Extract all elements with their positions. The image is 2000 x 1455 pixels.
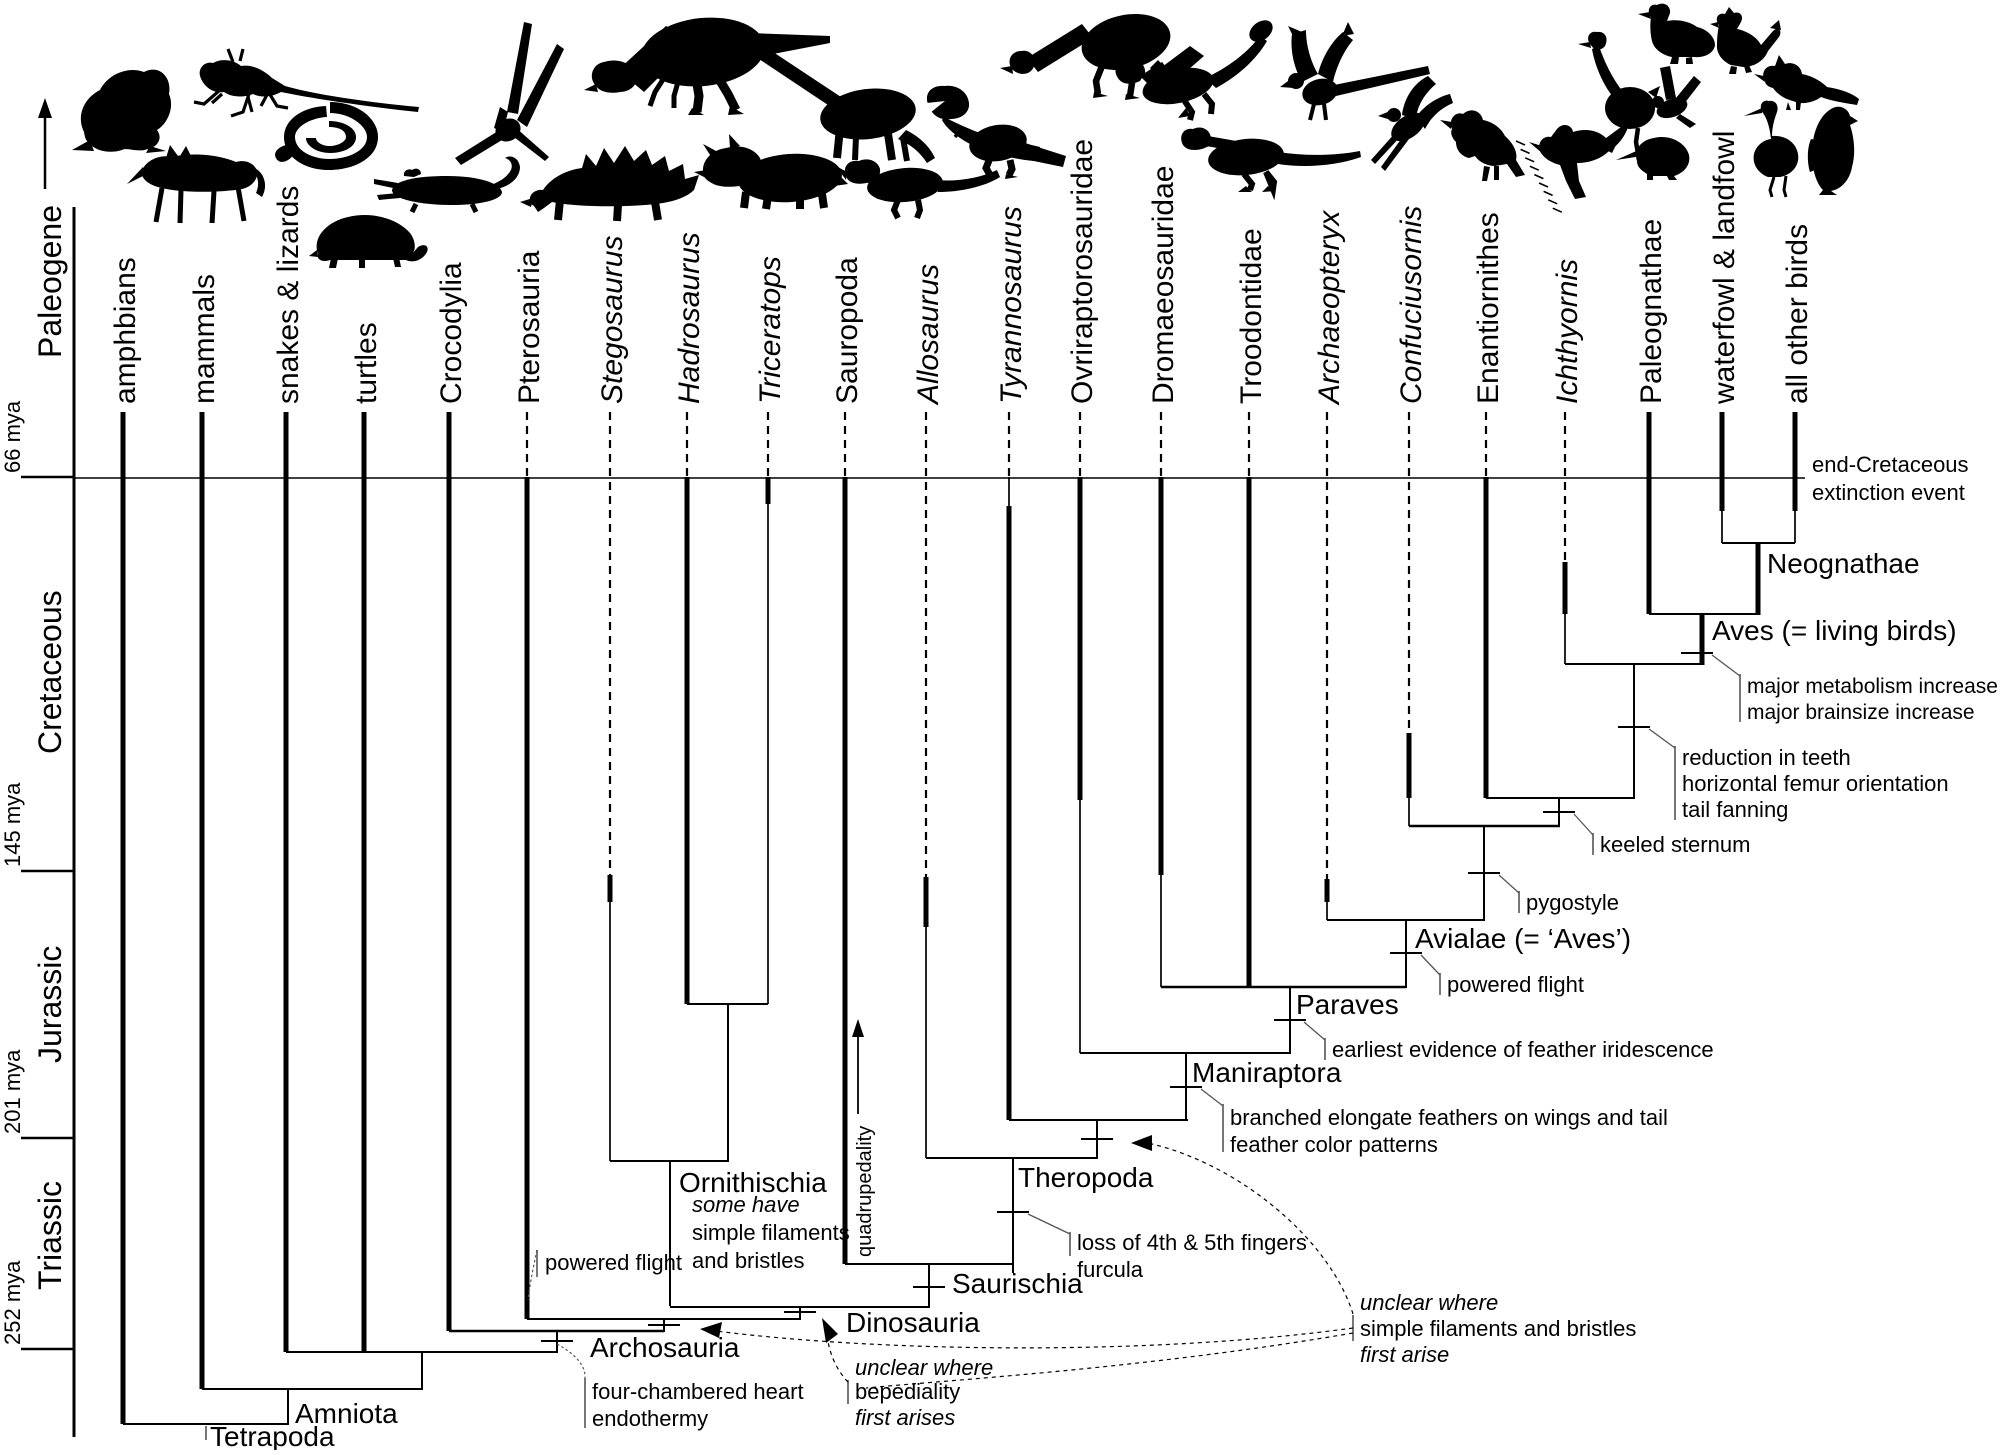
svg-text:earliest evidence of feather i: earliest evidence of feather iridescence (1332, 1037, 1714, 1062)
svg-text:keeled sternum: keeled sternum (1600, 832, 1750, 857)
svg-text:Ornithischia: Ornithischia (679, 1167, 827, 1198)
svg-text:mammals: mammals (188, 274, 221, 404)
svg-text:Stegosaurus: Stegosaurus (596, 236, 629, 404)
svg-text:bepediality: bepediality (855, 1379, 960, 1404)
svg-text:pygostyle: pygostyle (1526, 890, 1619, 915)
svg-text:Aves (= living birds): Aves (= living birds) (1712, 615, 1957, 646)
svg-text:Allosaurus: Allosaurus (912, 264, 945, 406)
svg-text:Dinosauria: Dinosauria (846, 1307, 980, 1338)
svg-text:Hadrosaurus: Hadrosaurus (673, 232, 706, 404)
svg-text:201 mya: 201 mya (0, 1049, 25, 1134)
svg-text:simple filaments: simple filaments (692, 1220, 850, 1245)
svg-text:Dromaeosauridae: Dromaeosauridae (1147, 166, 1180, 404)
svg-text:four-chambered heart: four-chambered heart (592, 1379, 804, 1404)
svg-text:Theropoda: Theropoda (1018, 1162, 1154, 1193)
svg-text:Avialae (= ‘Aves’): Avialae (= ‘Aves’) (1415, 923, 1631, 954)
svg-text:quadrupedality: quadrupedality (854, 1126, 876, 1257)
svg-text:unclear where: unclear where (1360, 1290, 1498, 1315)
svg-text:Triceratops: Triceratops (754, 256, 787, 404)
svg-text:unclear where: unclear where (855, 1355, 993, 1380)
svg-text:furcula: furcula (1077, 1257, 1144, 1282)
svg-text:Sauropoda: Sauropoda (831, 257, 864, 404)
svg-text:Saurischia: Saurischia (952, 1268, 1083, 1299)
svg-text:branched elongate feathers on: branched elongate feathers on wings and … (1230, 1105, 1668, 1130)
svg-text:tail fanning: tail fanning (1682, 797, 1788, 822)
svg-text:snakes & lizards: snakes & lizards (272, 186, 305, 404)
svg-text:waterfowl & landfowl: waterfowl & landfowl (1708, 131, 1741, 405)
svg-text:Pterosauria: Pterosauria (513, 250, 546, 404)
svg-text:turtles: turtles (350, 322, 383, 404)
svg-text:Jurassic: Jurassic (32, 946, 68, 1063)
svg-text:major metabolism increase: major metabolism increase (1747, 675, 1998, 698)
svg-text:horizontal femur orientation: horizontal femur orientation (1682, 771, 1949, 796)
svg-text:Paleogene: Paleogene (32, 205, 68, 358)
svg-text:Crocodylia: Crocodylia (435, 262, 468, 404)
svg-text:Tyrannosaurus: Tyrannosaurus (995, 206, 1028, 404)
svg-text:Archosauria: Archosauria (590, 1332, 740, 1363)
svg-text:Ichthyornis: Ichthyornis (1551, 259, 1584, 404)
svg-text:powered flight: powered flight (545, 1250, 682, 1275)
svg-text:major brainsize increase: major brainsize increase (1747, 701, 1975, 724)
svg-text:reduction in teeth: reduction in teeth (1682, 745, 1851, 770)
svg-text:all other birds: all other birds (1781, 224, 1814, 404)
svg-text:Archaeopteryx: Archaeopteryx (1313, 210, 1346, 406)
svg-text:endothermy: endothermy (592, 1406, 708, 1431)
svg-text:first arise: first arise (1360, 1342, 1449, 1367)
svg-text:powered flight: powered flight (1447, 972, 1584, 997)
svg-text:Tetrapoda: Tetrapoda (210, 1421, 335, 1450)
svg-text:Cretaceous: Cretaceous (32, 590, 68, 754)
svg-text:amphbians: amphbians (109, 257, 142, 404)
svg-text:end-Cretaceous: end-Cretaceous (1812, 452, 1969, 477)
svg-text:some have: some have (692, 1192, 800, 1217)
svg-text:feather color patterns: feather color patterns (1230, 1132, 1438, 1157)
svg-text:Triassic: Triassic (32, 1181, 68, 1290)
svg-text:Paraves: Paraves (1296, 989, 1399, 1020)
svg-text:145 mya: 145 mya (0, 782, 25, 867)
svg-text:Paleognathae: Paleognathae (1635, 219, 1668, 404)
svg-text:loss of 4th & 5th fingers: loss of 4th & 5th fingers (1077, 1230, 1307, 1255)
svg-text:Maniraptora: Maniraptora (1192, 1057, 1342, 1088)
svg-text:and bristles: and bristles (692, 1248, 805, 1273)
svg-text:simple filaments and bristles: simple filaments and bristles (1360, 1316, 1636, 1341)
svg-text:Neognathae: Neognathae (1767, 548, 1920, 579)
svg-text:Troodontidae: Troodontidae (1235, 228, 1268, 404)
svg-text:extinction event: extinction event (1812, 480, 1965, 505)
svg-text:66 mya: 66 mya (0, 400, 25, 473)
svg-text:252 mya: 252 mya (0, 1260, 25, 1345)
svg-text:Amniota: Amniota (295, 1398, 398, 1429)
svg-text:Enantiornithes: Enantiornithes (1472, 212, 1505, 404)
svg-text:Confuciusornis: Confuciusornis (1395, 206, 1428, 404)
svg-text:first arises: first arises (855, 1405, 955, 1430)
svg-text:Ovriraptorosauridae: Ovriraptorosauridae (1066, 139, 1099, 404)
